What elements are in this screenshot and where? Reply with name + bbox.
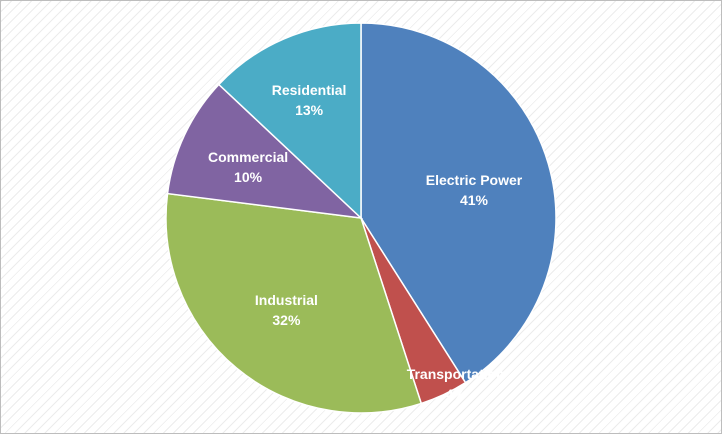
pie-slices xyxy=(165,22,557,414)
slice-industrial xyxy=(165,192,423,414)
pie-labels: Electric Power 41% Transportation 4% Industr… xyxy=(208,82,523,402)
slice-label-industrial: Industrial xyxy=(255,292,318,308)
slice-residential xyxy=(217,22,362,220)
slice-label-residential: Residential xyxy=(272,82,347,98)
slice-value-industrial: 32% xyxy=(272,312,301,328)
slice-value-transportation: 4% xyxy=(446,386,467,402)
slice-value-electric-power: 41% xyxy=(460,192,489,208)
slice-label-electric-power: Electric Power xyxy=(426,172,523,188)
slice-commercial xyxy=(166,83,364,220)
slice-electric-power xyxy=(360,22,557,384)
slice-label-transportation: Transportation xyxy=(407,366,505,382)
slice-label-commercial: Commercial xyxy=(208,149,288,165)
slice-value-commercial: 10% xyxy=(234,169,263,185)
slice-value-residential: 13% xyxy=(295,102,324,118)
